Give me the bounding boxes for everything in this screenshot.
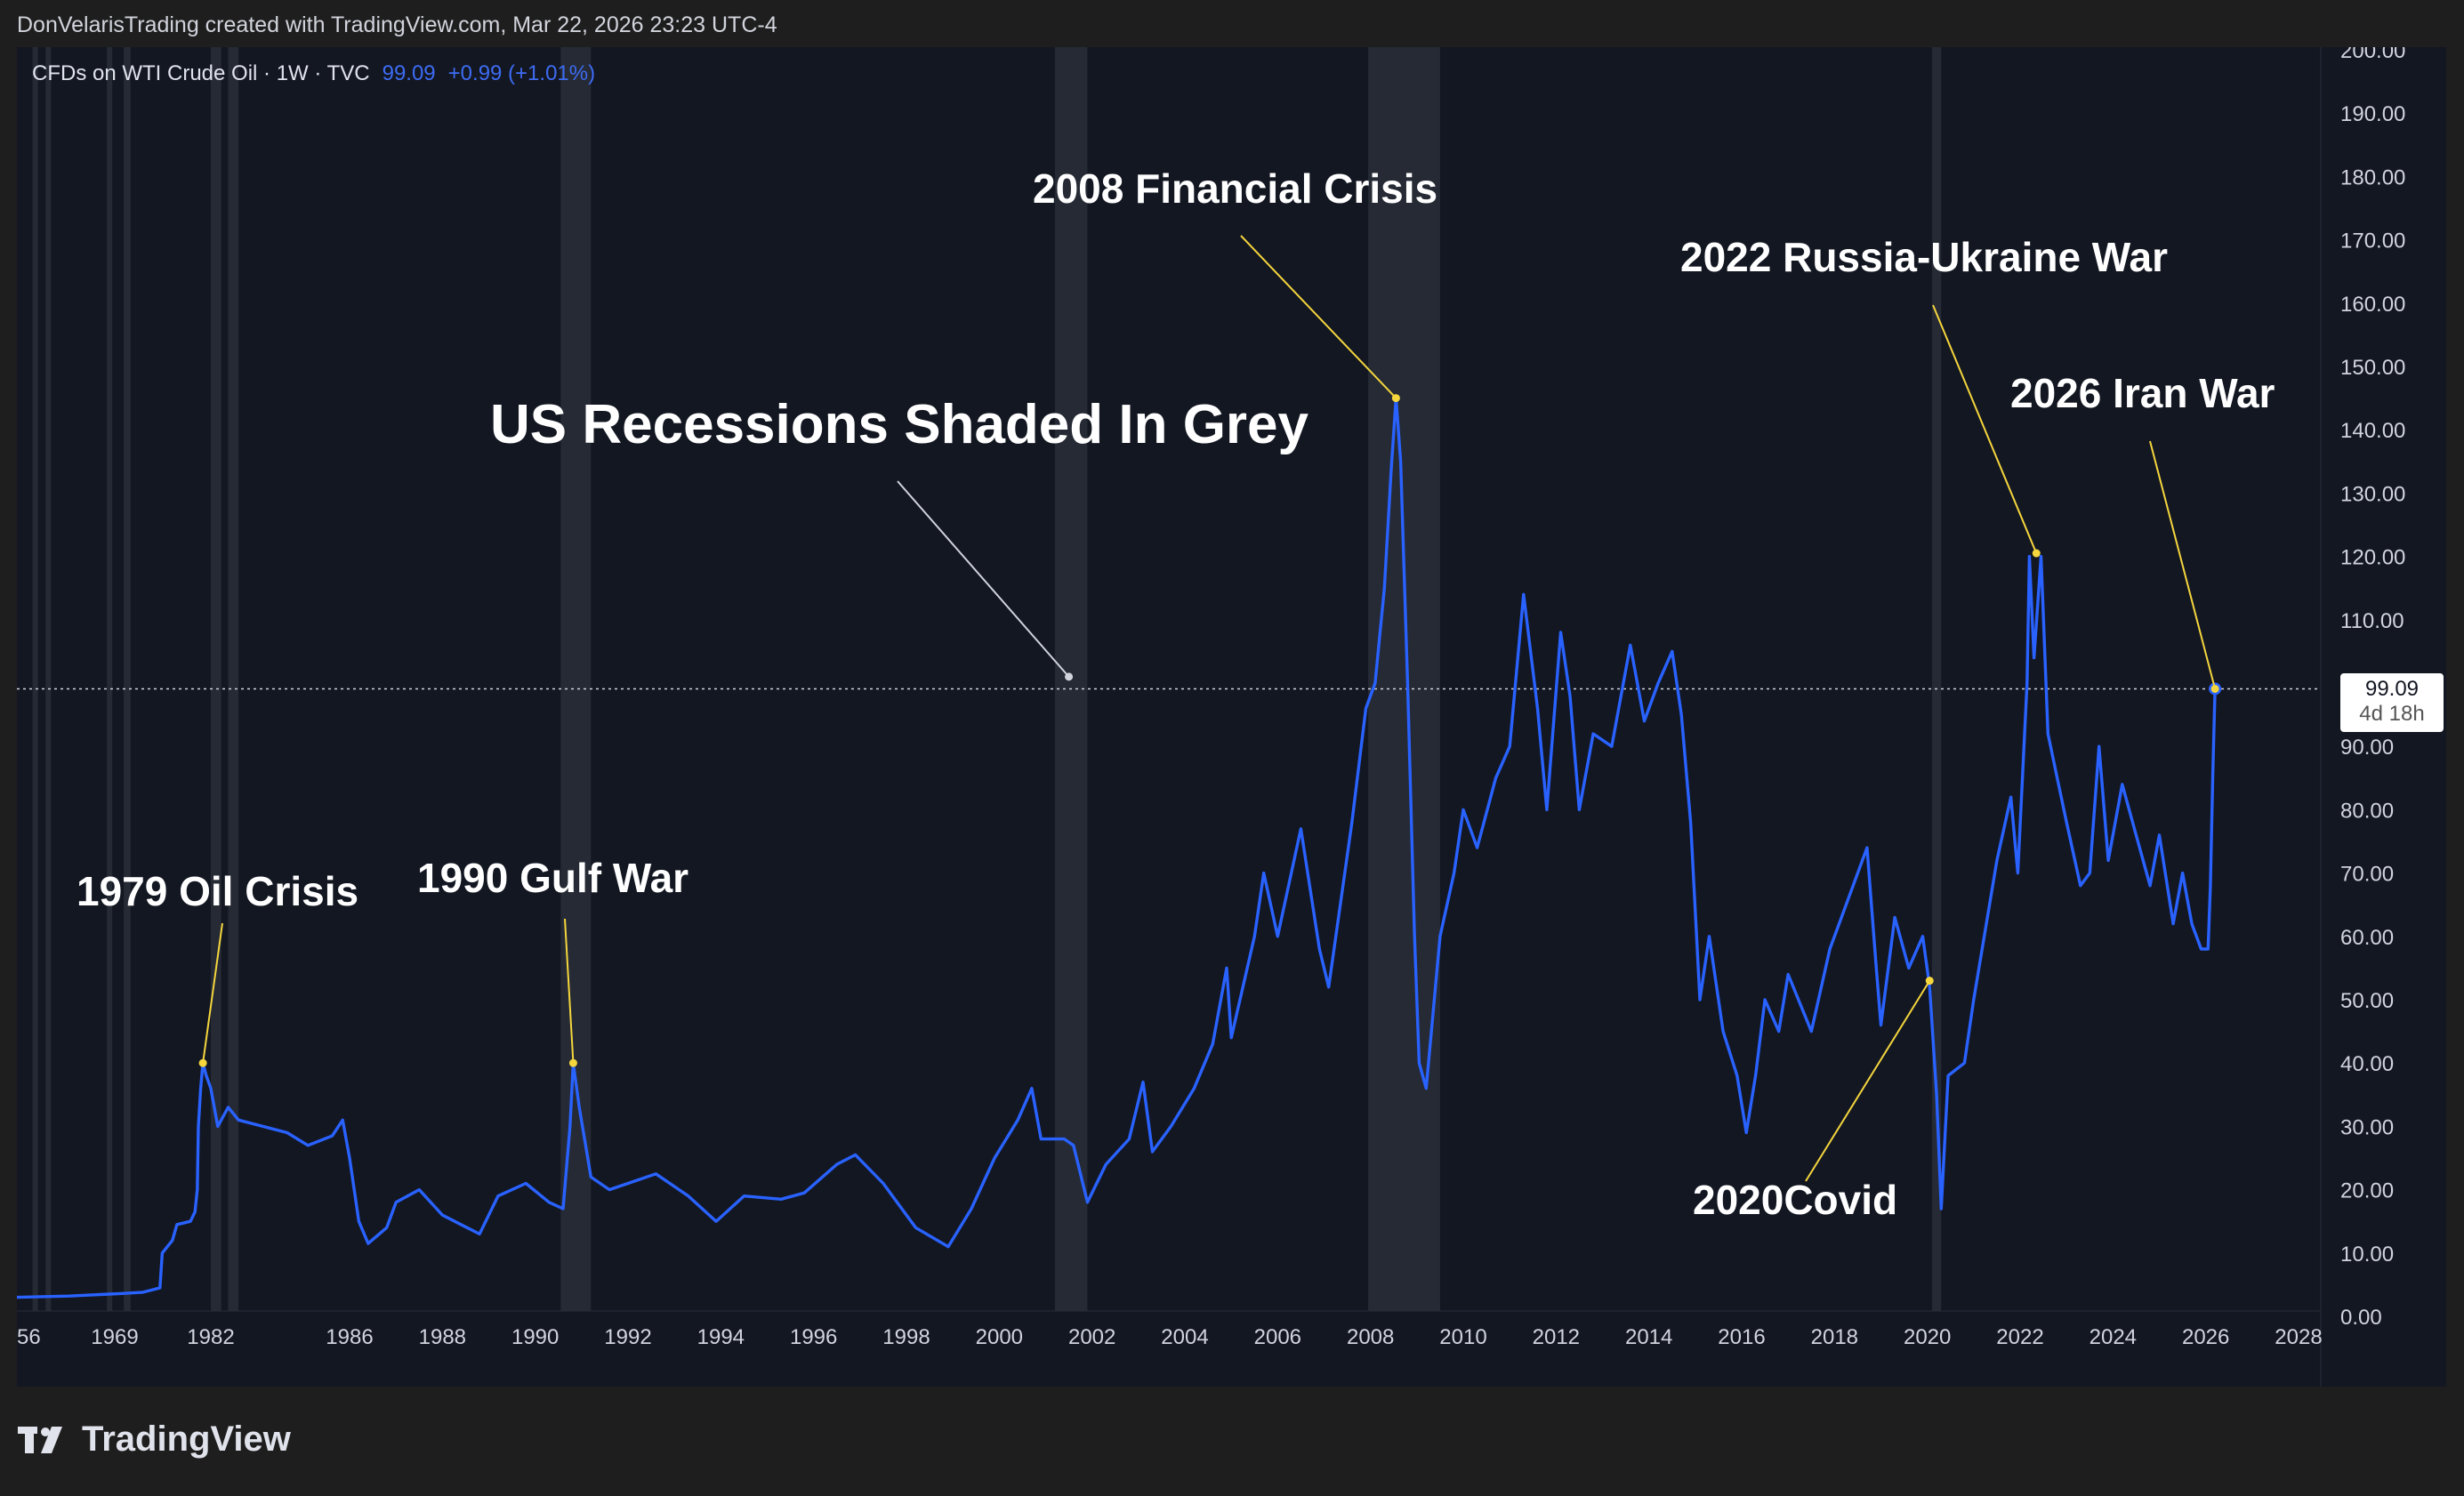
y-tick-label: 20.00 [2340,1179,2394,1203]
tradingview-logo-icon [18,1426,62,1453]
y-tick-label: 40.00 [2340,1052,2394,1076]
annotation-point [2210,684,2219,693]
recession-band [1931,47,1942,1311]
annotation-label: 2026 Iran War [2010,370,2275,416]
bar-countdown: 4d 18h [2359,702,2425,726]
y-tick-label: 200.00 [2340,47,2405,63]
recession-band [560,47,592,1311]
y-tick-label: 130.00 [2340,482,2405,506]
y-tick-label: 80.00 [2340,799,2394,823]
series-line-wti [17,396,2217,1299]
x-tick-label: 2014 [1625,1325,1672,1349]
x-tick-label: 1969 [91,1325,138,1349]
recession-band [32,47,38,1311]
x-tick-label: 2004 [1161,1325,1208,1349]
x-tick-label: 2028 [2275,1325,2322,1349]
y-tick-label: 0.00 [2340,1306,2382,1330]
y-axis: 0.00 10.00 20.00 30.00 40.00 50.00 60.00 70.00 8… [2340,47,2405,1330]
x-tick-label: 2024 [2090,1325,2137,1349]
y-tick-label: 70.00 [2340,863,2394,887]
x-tick-label: 1998 [882,1325,930,1349]
annotation-layer: 1979 Oil Crisis 1990 Gulf War 2008 Financi… [76,165,2275,1223]
x-tick-label: 1996 [790,1325,837,1349]
x-tick-label: 1994 [697,1325,745,1349]
annotation-point [1065,672,1074,681]
annotation-point [2032,549,2041,558]
x-tick-label: 2010 [1439,1325,1486,1349]
annotation-leader-line [202,922,223,1064]
symbol-legend[interactable]: CFDs on WTI Crude Oil · 1W · TVC 99.09 +0.… [32,61,595,86]
annotation-label: 2022 Russia-Ukraine War [1680,234,2168,280]
y-tick-label: 180.00 [2340,165,2405,189]
x-tick-label: 1992 [604,1325,651,1349]
annotation-point [198,1058,207,1067]
annotation-label: 1990 Gulf War [417,855,688,901]
y-tick-label: 120.00 [2340,546,2405,570]
x-tick-label: 2002 [1068,1325,1115,1349]
annotation-label: 1979 Oil Crisis [76,868,358,914]
y-tick-label: 50.00 [2340,989,2394,1013]
annotation-leader-line [1805,980,1931,1182]
x-tick-label: 2006 [1254,1325,1301,1349]
y-tick-label: 170.00 [2340,229,2405,253]
y-tick-label: 110.00 [2340,609,2404,633]
y-tick-label: 60.00 [2340,926,2394,950]
annotation-leader-line [897,480,1070,678]
chart-panel[interactable]: 1979 Oil Crisis 1990 Gulf War 2008 Financi… [17,47,2446,1387]
annotation-leader-line [1240,235,1397,399]
recession-band [107,47,113,1311]
x-axis: 56 1969 1982 1986 1988 1990 1992 1994 1996 1998 20… [17,1310,2323,1349]
x-tick-label: 2016 [1718,1325,1765,1349]
x-tick-label: 2022 [1996,1325,2043,1349]
x-tick-label: 2000 [976,1325,1023,1349]
x-tick-label: 2020 [1904,1325,1951,1349]
x-tick-label: 1982 [187,1325,234,1349]
annotation-point [568,1058,577,1067]
x-tick-label: 2018 [1811,1325,1858,1349]
annotation-leader-line [564,918,575,1064]
annotation-point [1391,394,1400,403]
y-tick-label: 150.00 [2340,356,2405,380]
footer-brand[interactable]: TradingView [18,1420,291,1460]
symbol-name: CFDs on WTI Crude Oil · 1W · TVC [32,61,370,85]
x-tick-label: 2026 [2182,1325,2229,1349]
recession-band [228,47,239,1311]
legend-price: 99.09 [382,61,436,85]
last-price-value: 99.09 [2364,677,2420,701]
y-tick-label: 90.00 [2340,736,2394,760]
annotation-leader-line [1932,304,2038,554]
x-tick-label: 2012 [1533,1325,1580,1349]
tradingview-brand-text: TradingView [82,1420,291,1459]
x-tick-label: 1990 [511,1325,559,1349]
y-tick-label: 140.00 [2340,419,2405,443]
x-tick-label: 1986 [326,1325,373,1349]
annotation-leader-line [2149,440,2217,689]
price-chart[interactable]: 1979 Oil Crisis 1990 Gulf War 2008 Financi… [17,47,2446,1387]
recession-band [211,47,221,1311]
recession-band [1368,47,1440,1311]
y-tick-label: 190.00 [2340,102,2405,126]
x-tick-label: 2008 [1347,1325,1394,1349]
y-tick-label: 30.00 [2340,1115,2394,1139]
recession-band [45,47,52,1311]
legend-change: +0.99 (+1.01%) [447,61,596,85]
y-tick-label: 10.00 [2340,1243,2394,1267]
x-tick-label: 1988 [419,1325,466,1349]
x-tick-label: 56 [17,1325,41,1349]
annotation-point [1925,977,1934,985]
watermark-header: DonVelarisTrading created with TradingVi… [17,12,777,37]
annotation-label: 2008 Financial Crisis [1033,165,1437,212]
last-price-label: 99.09 4d 18h [2340,673,2444,732]
y-tick-label: 160.00 [2340,293,2405,317]
recession-band [124,47,131,1311]
recession-shading-layer [32,47,1942,1311]
annotation-label: US Recessions Shaded In Grey [490,394,1309,455]
annotation-label: 2020Covid [1693,1177,1897,1223]
